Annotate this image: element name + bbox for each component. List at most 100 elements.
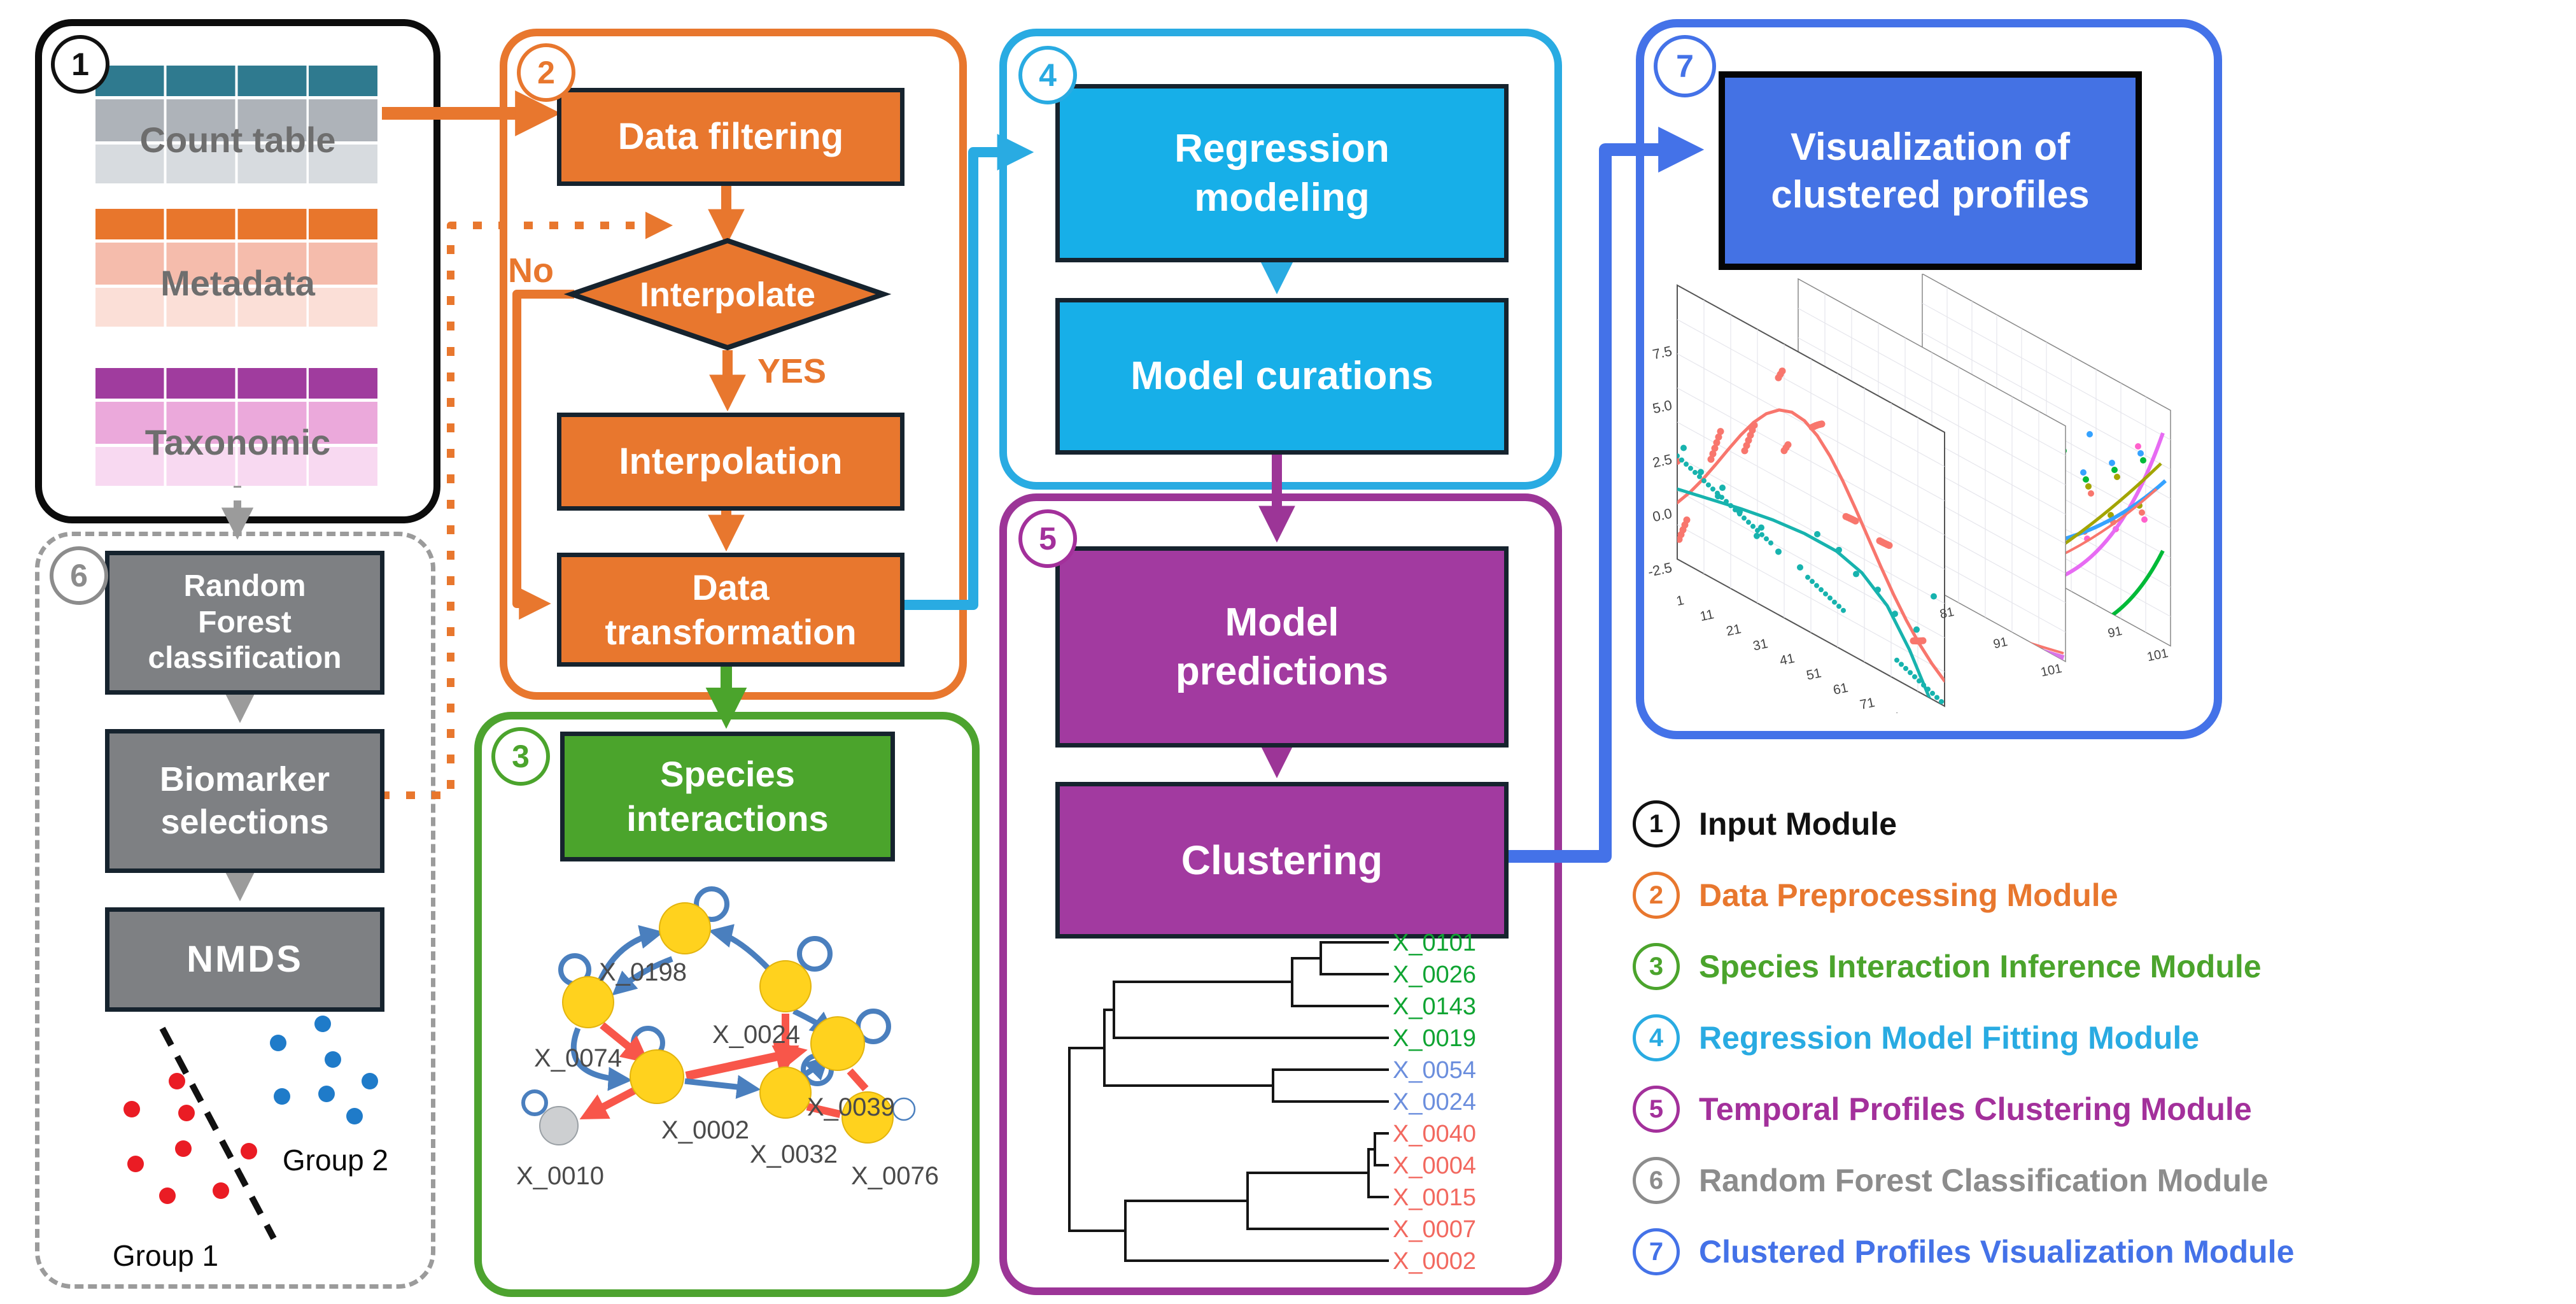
input-module-badge: 1 [51, 35, 109, 94]
nmds-box: NMDS [105, 907, 384, 1012]
legend-label: Input Module [1699, 806, 1897, 842]
axis-tick: 41 [1778, 651, 1796, 668]
data-transformation-box: Data transformation [557, 553, 904, 667]
legend-badge: 6 [1633, 1157, 1680, 1204]
network-label: X_0074 [534, 1044, 622, 1072]
axis-tick: 21 [1725, 621, 1743, 639]
metadata-table-header-row [95, 209, 380, 239]
legend-badge: 5 [1633, 1086, 1680, 1133]
axis-tick: 31 [1752, 636, 1770, 653]
dendrogram-leaf: X_0002 [1393, 1248, 1476, 1275]
badge-number: 3 [512, 739, 530, 774]
data-filtering-label: Data filtering [617, 115, 844, 157]
network-node [759, 1067, 812, 1119]
network-label: X_0198 [599, 958, 687, 986]
group2-label: Group 2 [283, 1144, 388, 1177]
network-node-gray [539, 1106, 579, 1145]
y-axis-tick: -2.5 [1649, 559, 1673, 579]
legend-item-regression: 4 Regression Model Fitting Module [1633, 1011, 2199, 1065]
taxonomic-table: Taxonomic [95, 368, 380, 489]
axis-tick: 81 [1885, 710, 1903, 713]
nmds-label: NMDS [187, 938, 303, 980]
dendrogram-leaf: X_0143 [1393, 993, 1476, 1020]
forest-module-badge: 6 [50, 546, 108, 605]
axis-tick: 51 [1805, 665, 1823, 683]
network-label: X_0010 [516, 1162, 604, 1190]
clustering-label: Clustering [1181, 837, 1383, 883]
legend-badge: 1 [1633, 800, 1680, 847]
visualization-module-badge: 7 [1654, 35, 1716, 97]
network-node [810, 1016, 865, 1071]
connector-clustering-to-visualization [1501, 127, 1705, 863]
count-table-header-row [95, 66, 380, 96]
clustered-profiles-plots: 7.55.02.50.0-2.5111213141516171819110181… [1649, 274, 2171, 713]
network-label: X_0076 [851, 1162, 939, 1190]
legend-label: Regression Model Fitting Module [1699, 1020, 2200, 1056]
network-negative-edges [579, 1014, 869, 1120]
axis-tick: 61 [1832, 681, 1850, 698]
visualization-module-container [1636, 19, 2222, 739]
count-table-label: Count table [139, 119, 336, 160]
dendrogram-plot: X_0101 X_0026 X_0143 X_0019 X_0054 X_002… [1068, 930, 1476, 1275]
legend-label: Random Forest Classification Module [1699, 1163, 2269, 1198]
network-node [630, 1049, 684, 1104]
predictions-line1: Model [1225, 600, 1339, 644]
visualization-line2: clustered profiles [1771, 173, 2090, 216]
clustering-box: Clustering [1055, 782, 1509, 939]
y-axis-tick: 7.5 [1651, 343, 1673, 362]
model-predictions-box: Model predictions [1055, 546, 1509, 748]
group1-label: Group 1 [113, 1239, 218, 1272]
legend-item-clustering: 5 Temporal Profiles Clustering Module [1633, 1082, 2252, 1136]
legend-badge: 7 [1633, 1228, 1680, 1275]
count-table-row [95, 145, 380, 183]
biomarker-selections-box: Biomarker selections [105, 729, 384, 873]
nmds-scatter-plot: Group 1 Group 2 [113, 1016, 388, 1272]
group2-dots [270, 1016, 378, 1124]
badge-number: 1 [71, 46, 89, 82]
species-module-container [474, 712, 980, 1297]
predictions-line2: predictions [1175, 649, 1389, 693]
dendrogram-leaf: X_0054 [1393, 1057, 1476, 1084]
diamond-label: Interpolate [613, 275, 842, 315]
regression-modeling-box: Regression modeling [1055, 84, 1509, 262]
no-branch-label: No [508, 252, 554, 290]
axis-tick: 11 [1699, 607, 1715, 624]
legend-label: Data Preprocessing Module [1699, 877, 2118, 913]
clustering-module-badge: 5 [1018, 509, 1077, 568]
legend-item-species: 3 Species Interaction Inference Module [1633, 940, 2262, 993]
regression-line1: Regression [1174, 126, 1390, 171]
y-axis-tick: 0.0 [1651, 505, 1673, 525]
badge-number: 7 [1676, 48, 1694, 84]
network-node [562, 976, 614, 1028]
network-label: X_0032 [750, 1140, 838, 1168]
species-network-plot: X_0198 X_0074 X_0024 X_0039 X_0002 X_003… [516, 886, 939, 1190]
rf-line1: Random [183, 569, 306, 604]
species-module-badge: 3 [491, 727, 550, 786]
network-labels: X_0198 X_0074 X_0024 X_0039 X_0002 X_003… [516, 958, 939, 1190]
interpolation-label: Interpolation [619, 440, 843, 482]
count-table: Count table [95, 66, 380, 187]
network-label: X_0024 [712, 1021, 800, 1049]
metadata-table-row [95, 288, 380, 327]
network-node [841, 1091, 894, 1144]
interpolation-box: Interpolation [557, 413, 904, 511]
axis-tick: 91 [2107, 624, 2123, 641]
dendrogram-leaf: X_0024 [1393, 1089, 1476, 1116]
legend-item-input: 1 Input Module [1633, 797, 1897, 851]
arrow-diamond-no-to-transformation [512, 290, 574, 620]
regression-module-badge: 4 [1018, 46, 1077, 104]
axis-tick: 81 [1939, 605, 1955, 621]
badge-number: 2 [537, 55, 555, 90]
transformation-line1: Data [692, 567, 770, 607]
transformation-line2: transformation [605, 611, 857, 652]
legend-item-forest: 6 Random Forest Classification Module [1633, 1154, 2269, 1207]
count-table-row [95, 99, 380, 141]
y-axis-tick: 5.0 [1651, 397, 1673, 416]
taxonomic-table-header-row [95, 368, 380, 399]
dendrogram-leaf: X_0019 [1393, 1025, 1476, 1052]
yes-branch-label: YES [757, 352, 827, 390]
legend-label: Clustered Profiles Visualization Module [1699, 1234, 2295, 1270]
network-node [659, 902, 711, 954]
species-interactions-box: Species interactions [560, 732, 895, 861]
preprocessing-module-badge: 2 [517, 43, 575, 102]
